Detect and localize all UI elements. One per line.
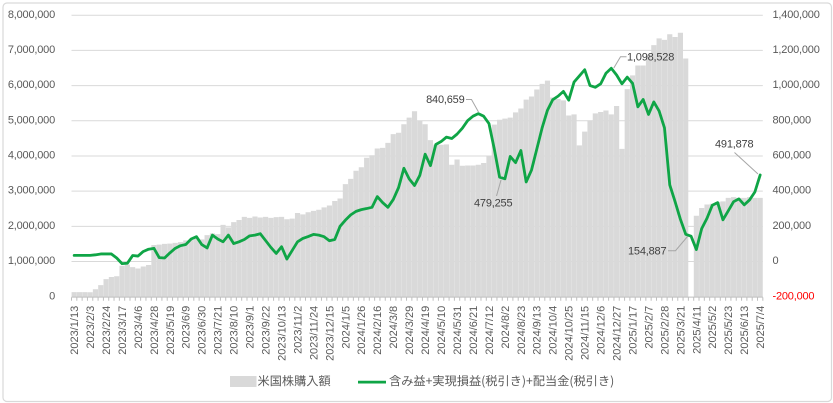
svg-text:2025/3/21: 2025/3/21 (675, 306, 687, 355)
svg-text:-200,000: -200,000 (773, 290, 815, 302)
svg-text:2024/6/21: 2024/6/21 (468, 306, 480, 355)
svg-text:2024/9/13: 2024/9/13 (532, 306, 544, 355)
svg-text:2025/2/7: 2025/2/7 (643, 306, 655, 349)
svg-text:2024/12/6: 2024/12/6 (596, 306, 608, 355)
svg-text:2025/5/2: 2025/5/2 (707, 306, 719, 349)
svg-text:2024/4/19: 2024/4/19 (420, 306, 432, 355)
svg-text:2024/5/10: 2024/5/10 (436, 306, 448, 355)
svg-text:800,000: 800,000 (773, 114, 811, 126)
svg-text:7,000,000: 7,000,000 (8, 44, 55, 56)
svg-text:2024/5/31: 2024/5/31 (452, 306, 464, 355)
svg-text:2024/7/12: 2024/7/12 (484, 306, 496, 355)
svg-text:1,098,528: 1,098,528 (627, 51, 674, 63)
svg-text:2025/1/17: 2025/1/17 (627, 306, 639, 355)
svg-text:2023/1/13: 2023/1/13 (69, 306, 81, 355)
svg-text:8,000,000: 8,000,000 (8, 9, 55, 21)
svg-text:2024/2/16: 2024/2/16 (372, 306, 384, 355)
svg-text:2023/4/6: 2023/4/6 (133, 306, 145, 349)
svg-text:2023/2/3: 2023/2/3 (85, 306, 97, 349)
svg-text:2024/10/4: 2024/10/4 (548, 306, 560, 355)
svg-text:2024/3/29: 2024/3/29 (404, 306, 416, 355)
svg-text:2024/10/25: 2024/10/25 (564, 306, 576, 361)
svg-text:2024/3/8: 2024/3/8 (388, 306, 400, 349)
svg-text:0: 0 (49, 290, 55, 302)
svg-text:1,000,000: 1,000,000 (8, 255, 55, 267)
svg-text:6,000,000: 6,000,000 (8, 79, 55, 91)
svg-text:2025/2/28: 2025/2/28 (659, 306, 671, 355)
svg-text:2024/8/23: 2024/8/23 (516, 306, 528, 355)
svg-text:3,000,000: 3,000,000 (8, 185, 55, 197)
svg-text:1,000,000: 1,000,000 (773, 79, 820, 91)
svg-text:600,000: 600,000 (773, 150, 811, 162)
svg-text:2024/1/26: 2024/1/26 (356, 306, 368, 355)
svg-text:2025/5/23: 2025/5/23 (723, 306, 735, 355)
svg-text:400,000: 400,000 (773, 185, 811, 197)
svg-text:2023/11/2: 2023/11/2 (292, 306, 304, 354)
svg-text:2025/7/4: 2025/7/4 (755, 306, 767, 349)
svg-text:4,000,000: 4,000,000 (8, 150, 55, 162)
svg-text:2024/1/5: 2024/1/5 (340, 306, 352, 349)
svg-text:2023/8/10: 2023/8/10 (229, 306, 241, 355)
svg-text:2023/10/13: 2023/10/13 (276, 306, 288, 361)
svg-text:2023/9/22: 2023/9/22 (261, 306, 273, 355)
svg-text:2,000,000: 2,000,000 (8, 220, 55, 232)
svg-text:2024/12/27: 2024/12/27 (611, 306, 623, 361)
svg-text:2023/12/15: 2023/12/15 (324, 306, 336, 361)
svg-text:2024/11/15: 2024/11/15 (580, 306, 592, 360)
svg-text:491,878: 491,878 (715, 139, 753, 151)
svg-text:1,400,000: 1,400,000 (773, 9, 820, 21)
svg-text:154,887: 154,887 (628, 246, 666, 258)
svg-text:2023/2/24: 2023/2/24 (101, 306, 113, 355)
svg-text:2023/5/19: 2023/5/19 (165, 306, 177, 355)
svg-text:200,000: 200,000 (773, 220, 811, 232)
svg-text:2023/6/30: 2023/6/30 (197, 306, 209, 355)
svg-text:2023/9/1: 2023/9/1 (245, 306, 257, 349)
svg-text:2023/11/24: 2023/11/24 (308, 306, 320, 360)
svg-text:1,200,000: 1,200,000 (773, 44, 820, 56)
svg-text:0: 0 (773, 255, 779, 267)
svg-text:840,659: 840,659 (426, 94, 464, 106)
svg-text:2025/4/11: 2025/4/11 (691, 306, 703, 354)
svg-text:2023/3/17: 2023/3/17 (117, 306, 129, 355)
svg-text:2025/6/13: 2025/6/13 (739, 306, 751, 355)
svg-text:2024/8/2: 2024/8/2 (500, 306, 512, 349)
svg-text:2023/6/9: 2023/6/9 (181, 306, 193, 349)
svg-text:2023/7/21: 2023/7/21 (213, 306, 225, 355)
svg-text:5,000,000: 5,000,000 (8, 114, 55, 126)
svg-text:2023/4/28: 2023/4/28 (149, 306, 161, 355)
svg-text:479,255: 479,255 (474, 198, 512, 210)
